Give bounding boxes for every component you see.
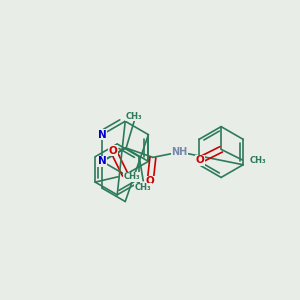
Text: CH₃: CH₃ <box>135 183 152 192</box>
Text: CH₃: CH₃ <box>249 156 266 165</box>
Text: CH₃: CH₃ <box>126 112 142 121</box>
Text: CH₃: CH₃ <box>124 172 140 181</box>
Text: NH: NH <box>172 147 188 157</box>
Text: N: N <box>98 130 106 140</box>
Text: O: O <box>109 146 118 156</box>
Text: O: O <box>146 176 154 187</box>
Text: O: O <box>195 155 204 165</box>
Text: N: N <box>98 156 106 167</box>
